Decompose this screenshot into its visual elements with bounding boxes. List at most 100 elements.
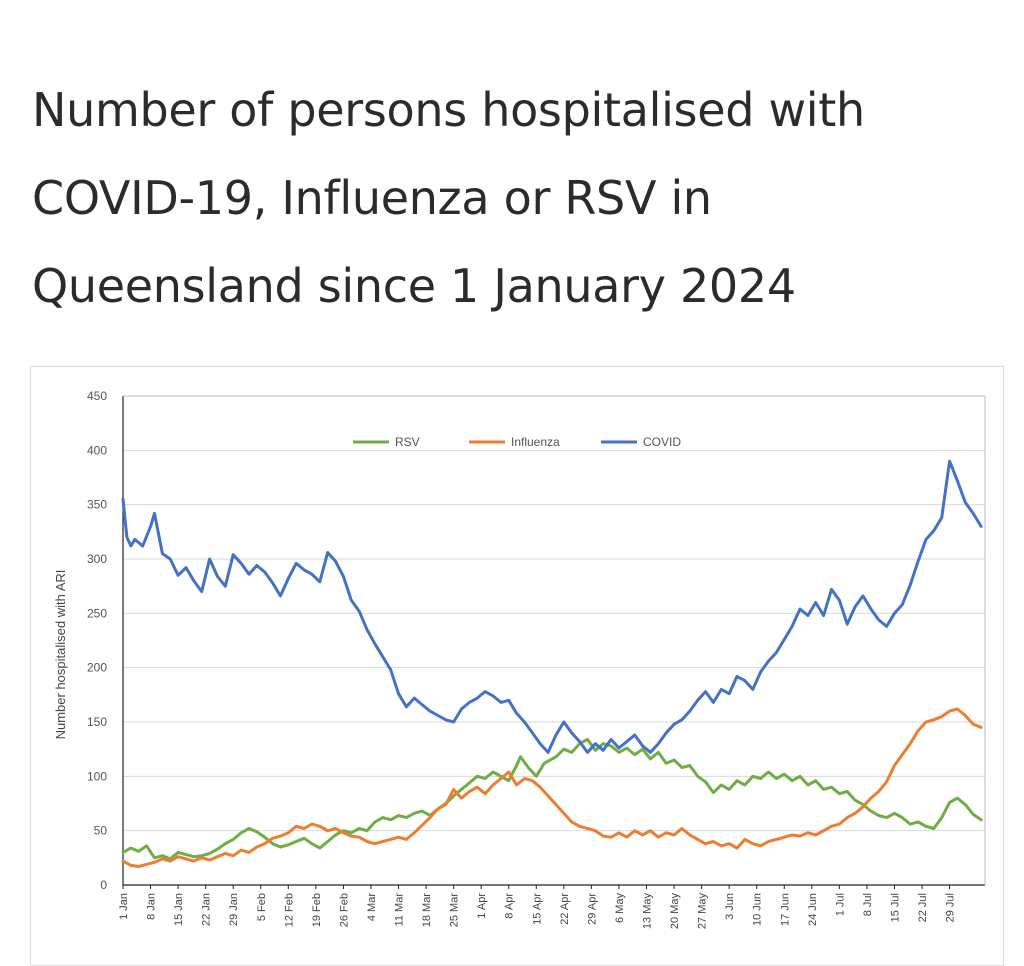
influenza-point <box>886 781 888 783</box>
covid-point <box>161 553 163 555</box>
covid-point <box>405 706 407 708</box>
influenza-point <box>201 857 203 859</box>
covid-point <box>134 538 136 540</box>
rsv-point <box>815 780 817 782</box>
covid-point <box>334 560 337 562</box>
rsv-point <box>555 756 557 758</box>
covid-point <box>917 560 919 562</box>
covid-point <box>649 751 652 753</box>
influenza-point <box>460 797 463 799</box>
rsv-point <box>405 817 407 819</box>
x-tick-label: 17 Jun <box>779 893 791 926</box>
covid-point <box>374 643 376 645</box>
rsv-point <box>216 848 219 850</box>
rsv-point <box>209 852 211 855</box>
covid-point <box>555 734 557 736</box>
influenza-point <box>138 865 140 868</box>
rsv-point <box>830 786 833 788</box>
influenza-point <box>350 835 352 837</box>
influenza-point <box>689 834 691 836</box>
covid-point <box>547 751 549 753</box>
influenza-point <box>421 824 423 826</box>
rsv-point <box>516 764 518 767</box>
covid-point <box>878 619 880 621</box>
influenza-point <box>838 823 841 825</box>
x-tick-label: 22 Apr <box>559 893 571 925</box>
y-tick-label: 50 <box>94 824 108 838</box>
covid-point <box>673 723 675 725</box>
rsv-point <box>901 817 903 819</box>
influenza-point <box>870 797 872 799</box>
covid-point <box>256 564 258 567</box>
rsv-line <box>121 737 983 861</box>
influenza-point <box>445 804 447 806</box>
covid-point <box>177 574 179 576</box>
influenza-point <box>720 845 722 847</box>
covid-point <box>697 699 699 701</box>
influenza-point <box>358 836 360 838</box>
rsv-point <box>838 793 841 795</box>
x-tick-label: 29 Apr <box>586 893 598 925</box>
rsv-point <box>327 840 329 843</box>
y-tick-label: 150 <box>87 715 107 729</box>
rsv-point <box>248 827 250 830</box>
influenza-point <box>854 812 856 814</box>
series-influenza <box>121 707 983 868</box>
influenza-point <box>342 832 344 834</box>
heading-line-3: Queensland since 1 January 2024 <box>32 259 796 313</box>
covid-point <box>846 623 848 625</box>
rsv-point <box>350 832 352 834</box>
rsv-point <box>736 780 738 782</box>
influenza-point <box>153 861 156 863</box>
influenza-point <box>555 804 557 806</box>
y-tick-label: 350 <box>87 498 107 512</box>
covid-point <box>216 575 219 577</box>
covid-point <box>248 573 250 575</box>
covid-point <box>500 701 502 703</box>
covid-point <box>185 567 187 569</box>
influenza-point <box>476 786 478 788</box>
rsv-point <box>153 857 156 859</box>
covid-point <box>642 745 644 747</box>
covid-point <box>311 573 313 575</box>
covid-point <box>130 545 132 547</box>
influenza-point <box>925 721 927 723</box>
covid-point <box>830 588 833 590</box>
covid-point <box>760 671 762 673</box>
covid-point <box>240 562 242 564</box>
y-tick-label: 250 <box>87 606 107 620</box>
rsv-point <box>201 855 203 857</box>
rsv-point <box>146 845 148 847</box>
rsv-point <box>122 851 124 853</box>
rsv-point <box>712 792 715 794</box>
influenza-point <box>382 840 384 843</box>
x-tick-label: 11 Mar <box>394 893 406 927</box>
covid-point <box>736 675 738 677</box>
x-tick-label: 8 Jul <box>862 893 874 916</box>
influenza-point <box>712 840 715 843</box>
x-tick-label: 1 Apr <box>476 893 488 919</box>
influenza-point <box>539 786 541 788</box>
covid-point <box>901 604 903 606</box>
legend-label-influenza: Influenza <box>511 435 560 449</box>
covid-point <box>799 608 801 610</box>
influenza-point <box>862 806 864 808</box>
influenza-point <box>405 838 407 840</box>
rsv-point <box>161 855 163 857</box>
rsv-point <box>925 825 927 827</box>
rsv-point <box>878 814 880 817</box>
y-axis-label: Number hospitalised with ARI <box>53 570 68 740</box>
covid-point <box>150 525 152 527</box>
rsv-point <box>484 777 486 780</box>
rsv-point <box>823 788 825 790</box>
covid-point <box>460 708 463 710</box>
rsv-point <box>917 821 919 823</box>
covid-point <box>752 688 754 690</box>
influenza-point <box>579 825 581 827</box>
rsv-point <box>460 788 463 790</box>
influenza-point <box>736 847 738 849</box>
covid-point <box>390 669 392 671</box>
influenza-point <box>209 859 211 861</box>
y-tick-label: 200 <box>87 661 107 675</box>
influenza-point <box>169 860 171 862</box>
